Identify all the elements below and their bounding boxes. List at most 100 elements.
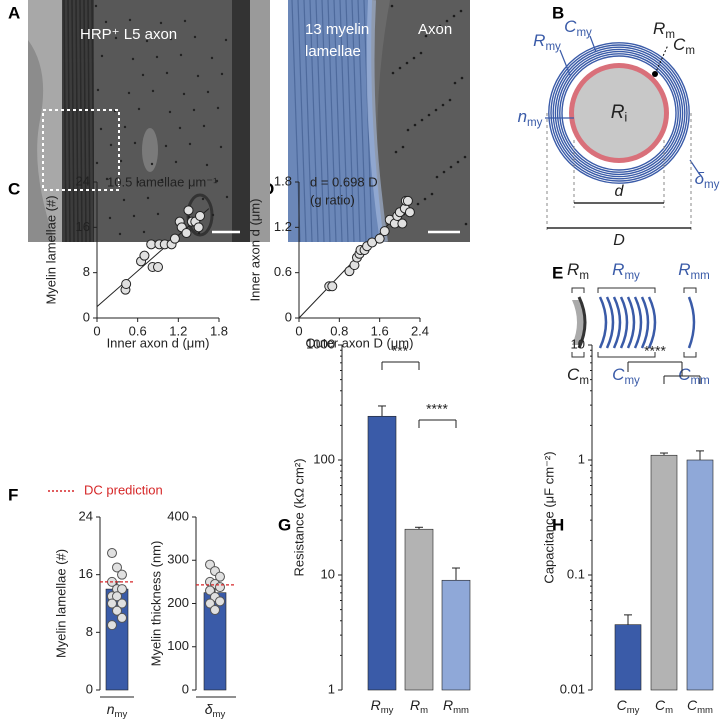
myelin-ring (550, 44, 688, 182)
micrograph-speck (448, 98, 452, 102)
data-point (183, 205, 194, 216)
x-tick-label: Rmm (443, 697, 469, 716)
bar (614, 624, 642, 691)
label-r-m-sub: m (665, 29, 675, 41)
micrograph-speck (423, 197, 427, 201)
data-point (117, 584, 127, 595)
label-r-m: Rm (653, 19, 675, 41)
x-tick-label: 0 (93, 323, 100, 338)
micrograph-speck (419, 51, 423, 55)
label-n-my: nmy (518, 107, 543, 129)
label-c-m-sub: m (579, 375, 589, 387)
label-r-m: Rm (567, 260, 589, 282)
micrograph-speck (128, 18, 132, 22)
bracket (571, 352, 585, 358)
label-delta-my: δmy (695, 169, 720, 191)
micrograph-speck (390, 4, 394, 8)
micrograph-speck (105, 177, 109, 181)
micrograph-speck (168, 110, 172, 114)
label-c-m: Cm (567, 365, 589, 387)
x-tick-label-sub: mm (453, 705, 469, 716)
data-point (195, 211, 206, 221)
y-tick-label: 24 (76, 173, 90, 188)
label-r-mm-sub: mm (691, 270, 710, 282)
myelin-lamella (309, 0, 319, 243)
micrograph-stripe (79, 0, 83, 243)
pointer (654, 44, 669, 75)
data-point (205, 559, 215, 570)
micrograph-speck (122, 198, 126, 202)
data-point (153, 262, 163, 272)
x-tick-label: 1.2 (169, 323, 187, 338)
label-n-my-base: n (518, 107, 527, 126)
x-tick-label: 2.4 (411, 323, 429, 338)
myelin-lamella (315, 0, 325, 243)
micrograph-speck (183, 19, 187, 23)
micrograph-speck (225, 195, 229, 199)
label-r-mm-base: R (678, 260, 690, 279)
micrograph-speck (434, 108, 438, 112)
annotation: d = 0.698 D (310, 174, 378, 189)
micrograph-speck (96, 88, 100, 92)
myelin-lamella (321, 0, 331, 243)
micrograph-speck (394, 150, 398, 154)
micrograph-speck (114, 36, 118, 40)
data-point (215, 582, 225, 593)
data-point (112, 605, 122, 616)
micrograph-speck (216, 106, 220, 110)
panel-letter: F (8, 485, 18, 504)
micrograph-speck (132, 214, 136, 218)
label-r-my: Rmy (612, 260, 640, 282)
x-tick-label: nmy (107, 701, 128, 720)
micrograph-speck (182, 92, 186, 96)
x-tick-label-sub: my (381, 705, 394, 716)
image-label: 13 myelin (305, 21, 369, 38)
y-axis-label: Myelin lamellae (#) (43, 195, 58, 304)
micrograph-speck (391, 71, 395, 75)
micrograph-stripe (75, 0, 79, 243)
myelin-lamella (357, 0, 367, 243)
x-tick-label-sub: my (627, 705, 640, 716)
micrograph-speck (413, 123, 417, 127)
myelin-ring (554, 48, 684, 178)
y-tick-label: 0 (182, 681, 189, 696)
label-c-my-base: C (564, 17, 577, 36)
micrograph-speck (178, 126, 182, 130)
data-point (117, 569, 127, 580)
y-axis-label: Resistance (kΩ cm²) (291, 458, 306, 576)
y-tick-label: 1000 (306, 336, 335, 351)
y-tick-label: 1 (578, 451, 585, 466)
micrograph-speck (430, 192, 434, 196)
label-c-my-sub: my (576, 27, 592, 39)
bracket (683, 287, 697, 293)
data-point (121, 279, 132, 289)
myelin-lamella (363, 0, 373, 243)
x-tick-label-base: C (655, 697, 666, 713)
annotation: 10.5 lamellae μm⁻¹ (107, 174, 218, 189)
micrograph-speck (441, 103, 445, 107)
x-tick-label-base: R (371, 697, 381, 713)
myelin-lamella (297, 0, 307, 243)
micrograph-speck (202, 124, 206, 128)
myelin-lamella (327, 0, 337, 243)
myelin-arc (640, 296, 650, 349)
micrograph-speck (156, 212, 160, 216)
x-tick-label: 0.8 (330, 323, 348, 338)
micrograph-speck (123, 125, 127, 129)
micrograph-speck (164, 144, 168, 148)
label-c-m-sub: m (685, 45, 695, 57)
bracket (597, 287, 656, 293)
y-tick-label: 8 (83, 264, 90, 279)
membrane-arc (577, 296, 587, 349)
data-point (402, 195, 413, 206)
micrograph-speck (210, 56, 214, 60)
label-c-my: Cmy (612, 365, 640, 387)
myelin-lamella (351, 0, 361, 243)
inset-box (42, 109, 120, 191)
membrane-block (572, 300, 585, 345)
x-tick-label-base: C (617, 697, 628, 713)
panel-letter: A (8, 3, 20, 22)
micrograph-speck (150, 162, 154, 166)
micrograph-speck (145, 39, 149, 43)
label-r-my-sub: my (545, 41, 561, 53)
